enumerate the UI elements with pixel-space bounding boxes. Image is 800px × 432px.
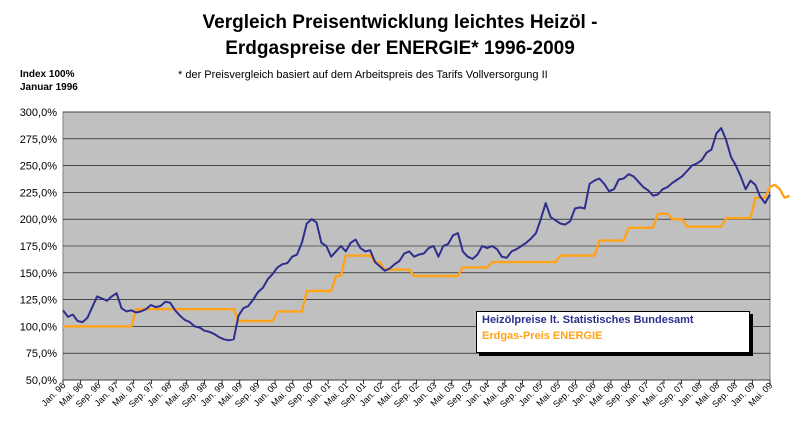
y-tick-label: 100,0% [20,321,58,333]
y-tick-label: 125,0% [20,295,58,307]
legend-entry-heizoel: Heizölpreise lt. Statistisches Bundesamt [477,312,749,328]
y-tick-label: 50,0% [26,375,57,387]
y-tick-label: 275,0% [20,134,58,146]
y-tick-labels: 50,0% 75,0% 100,0% 125,0% 150,0% 175,0% 200,0%… [20,107,58,387]
legend: Heizölpreise lt. Statistisches Bundesamt… [476,311,750,353]
y-tick-label: 175,0% [20,241,58,253]
price-chart: 50,0% 75,0% 100,0% 125,0% 150,0% 175,0% 200,0%… [0,0,800,432]
y-tick-label: 250,0% [20,161,58,173]
y-tick-label: 150,0% [20,268,58,280]
y-tick-label: 300,0% [20,107,58,119]
y-tick-label: 200,0% [20,214,58,226]
legend-entry-erdgas: Erdgas-Preis ENERGIE [477,328,749,344]
y-tick-label: 225,0% [20,187,58,199]
y-tick-label: 75,0% [26,348,57,360]
